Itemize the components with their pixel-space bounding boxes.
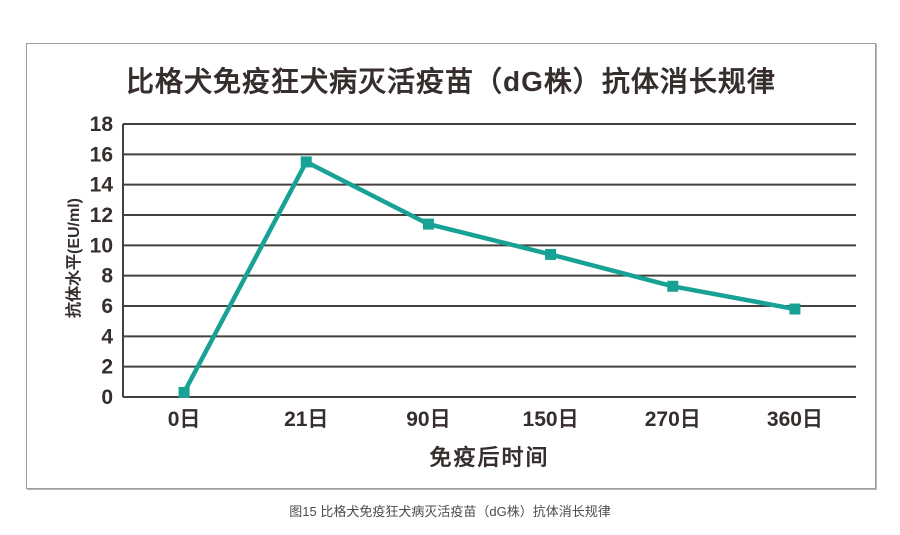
data-point <box>789 303 801 315</box>
y-tick-label: 0 <box>101 386 113 409</box>
y-tick-label: 8 <box>101 265 113 288</box>
y-tick-label: 14 <box>90 174 114 197</box>
x-tick-label: 360日 <box>767 408 823 431</box>
x-tick-label: 270日 <box>645 408 701 431</box>
line-chart: 0 2 4 6 8 10 12 14 16 18 0日 21日 90日 150日 270日 360日 <box>90 113 856 431</box>
x-axis-title: 免疫后时间 <box>429 445 550 470</box>
y-tick-label: 10 <box>90 234 113 257</box>
figure-caption: 图15 比格犬免疫狂犬病灭活疫苗（dG株）抗体消长规律 <box>289 504 611 519</box>
data-point <box>545 248 557 260</box>
chart-title: 比格犬免疫狂犬病灭活疫苗（dG株）抗体消长规律 <box>126 66 776 97</box>
y-tick-label: 4 <box>101 325 113 348</box>
x-tick-label: 90日 <box>406 408 450 431</box>
series-line <box>181 159 798 395</box>
y-tick-label: 6 <box>101 295 113 318</box>
y-tick-label: 18 <box>90 113 114 136</box>
figure-box: 比格犬免疫狂犬病灭活疫苗（dG株）抗体消长规律 0 2 4 6 8 10 12 14 16 18 0… <box>26 43 876 489</box>
y-axis-title: 抗体水平(EU/ml) <box>66 197 83 319</box>
data-point <box>300 156 312 168</box>
data-point <box>178 386 190 398</box>
x-tick-label: 21日 <box>284 408 328 431</box>
y-tick-label: 12 <box>90 204 113 227</box>
x-tick-label: 150日 <box>523 408 579 431</box>
x-tick-label: 0日 <box>168 408 201 431</box>
y-tick-label: 16 <box>90 143 113 166</box>
y-tick-label: 2 <box>101 356 113 379</box>
data-point <box>667 280 679 292</box>
data-point <box>422 218 434 230</box>
